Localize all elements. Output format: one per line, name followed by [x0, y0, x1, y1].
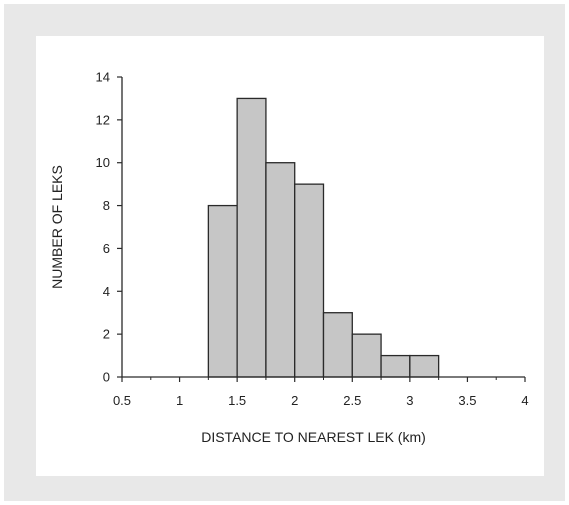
y-axis-label: NUMBER OF LEKS	[49, 165, 65, 289]
y-tick-label: 10	[96, 155, 110, 170]
histogram-bar-6	[351, 333, 382, 378]
y-ticks: 0 2 4 6 8 10 12 14	[96, 70, 122, 385]
y-tick-label: 12	[96, 112, 110, 127]
x-tick-label: 4	[521, 393, 528, 408]
histogram-bar-1	[207, 204, 238, 378]
histogram-bar-4	[294, 183, 325, 378]
x-ticks: 0.5 1 1.5 2 2.5 3 3.5 4	[113, 377, 529, 408]
y-tick-label: 0	[103, 370, 110, 385]
y-tick-label: 4	[103, 284, 110, 299]
x-tick-label: 1	[176, 393, 183, 408]
y-tick-label: 14	[96, 70, 110, 85]
histogram-bar-5	[322, 312, 353, 378]
x-tick-label: 3.5	[458, 393, 476, 408]
x-tick-label: 2.5	[343, 393, 361, 408]
histogram-bars	[207, 97, 440, 378]
y-tick-label: 6	[103, 241, 110, 256]
x-tick-label: 3	[406, 393, 413, 408]
x-tick-label: 1.5	[228, 393, 246, 408]
x-axis-label: DISTANCE TO NEAREST LEK (km)	[201, 429, 426, 445]
histogram-bar-7	[380, 354, 411, 378]
x-tick-label: 0.5	[113, 393, 131, 408]
histogram-bar-8	[409, 354, 440, 378]
y-tick-label: 2	[103, 327, 110, 342]
histogram-bar-3	[265, 162, 296, 378]
y-tick-label: 8	[103, 198, 110, 213]
histogram-bar-2	[236, 97, 267, 378]
x-tick-label: 2	[291, 393, 298, 408]
